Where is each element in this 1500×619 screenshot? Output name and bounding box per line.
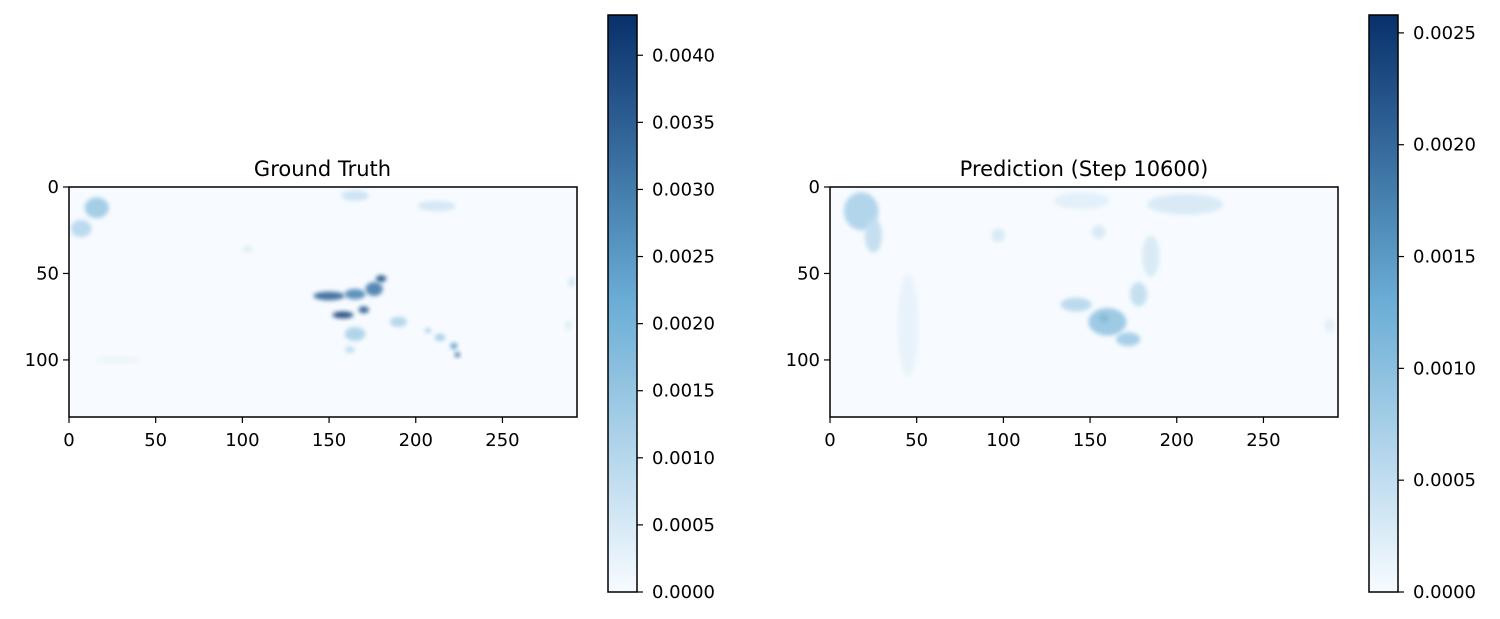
heatmap-feature [434,333,446,341]
x-tick-label: 100 [986,430,1020,451]
colorbar [1368,14,1399,593]
panel-title: Ground Truth [254,157,391,181]
colorbar-tick-label: 0.0000 [1413,582,1476,603]
x-tick-label: 100 [225,430,259,451]
heatmap-feature [897,273,919,378]
heatmap-feature [991,228,1006,243]
heatmap-feature [864,218,883,253]
heatmap-feature [344,346,356,354]
colorbar-tick-label: 0.0005 [1413,470,1476,491]
heatmap-feature [454,352,460,358]
x-tick-label: 50 [144,430,167,451]
y-tick-label: 50 [36,263,59,284]
heatmap-feature [84,197,109,219]
heatmap-feature [341,190,369,201]
axes-frame [68,186,578,418]
colorbar-tick-label: 0.0020 [1413,135,1476,156]
heatmap-feature [1142,235,1160,277]
y-tick-label: 0 [809,177,820,198]
heatmap-field [843,192,1335,378]
heatmap-feature [568,276,576,288]
heatmap-feature [1091,225,1106,239]
heatmap-feature [365,282,383,296]
colorbar-tick-label: 0.0030 [652,179,715,200]
heatmap-feature [242,245,253,253]
heatmap-feature [1088,308,1127,336]
x-tick-label: 150 [1073,430,1107,451]
heatmap-feature [344,289,366,300]
heatmap-feature [389,316,408,328]
heatmap-background [69,187,577,417]
heatmap-feature [1053,192,1110,210]
x-tick-label: 50 [905,430,928,451]
colorbar-tick-label: 0.0040 [652,45,715,66]
heatmap-feature [424,327,432,334]
ground-truth-panel: Ground Truth 0 50 100 150 200 250 0 50 100 0.0000… [25,14,715,603]
x-tick-label: 0 [63,430,74,451]
heatmap-feature [1116,332,1141,347]
colorbar-tick-label: 0.0010 [1413,358,1476,379]
colorbar-tick-label: 0.0000 [652,582,715,603]
x-tick-label: 250 [485,430,519,451]
heatmap-feature [332,311,354,319]
heatmap-feature [358,306,369,314]
axes-frame [829,186,1339,418]
x-tick-label: 200 [399,430,433,451]
y-tick-label: 50 [797,263,820,284]
x-tick-label: 250 [1246,430,1280,451]
colorbar-tick-label: 0.0015 [652,381,715,402]
colorbar-tick-label: 0.0015 [1413,247,1476,268]
colorbar-tick-label: 0.0025 [652,247,715,268]
colorbar-tick-label: 0.0035 [652,112,715,133]
heatmap-feature [1147,193,1224,215]
heatmap-feature [417,200,456,212]
heatmap-feature [375,275,387,283]
heatmap-feature [1060,297,1092,312]
heatmap-feature [344,327,366,341]
x-tick-label: 200 [1160,430,1194,451]
colorbar [607,14,638,593]
heatmap-feature [93,356,142,364]
heatmap-feature [1129,282,1148,307]
y-tick-label: 0 [48,177,59,198]
colorbar-tick-label: 0.0025 [1413,23,1476,44]
y-tick-label: 100 [25,350,59,371]
heatmap-field [70,190,576,364]
heatmap-feature [1324,318,1335,333]
y-tick-label: 100 [786,350,820,371]
prediction-panel: Prediction (Step 10600) 0 50 100 150 200 250 0… [786,14,1476,603]
colorbar-tick-label: 0.0020 [652,314,715,335]
colorbar-tick-label: 0.0005 [652,515,715,536]
heatmap-feature [70,219,92,238]
colorbar-tick-label: 0.0010 [652,448,715,469]
heatmap-feature [313,291,345,301]
panel-title: Prediction (Step 10600) [960,157,1209,181]
heatmap-feature [450,342,458,350]
x-tick-label: 150 [312,430,346,451]
heatmap-feature [564,320,572,331]
x-tick-label: 0 [824,430,835,451]
